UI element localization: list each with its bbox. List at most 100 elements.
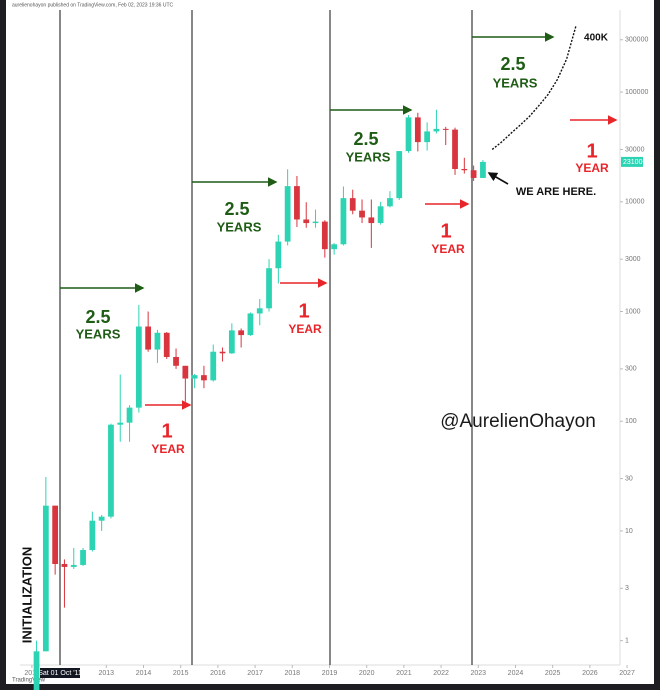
arrows (60, 32, 618, 410)
candle-body (275, 241, 282, 269)
y-tick-label: 1000 (625, 308, 641, 315)
candle-body (480, 161, 486, 178)
annotation: WE ARE HERE. (516, 186, 596, 198)
annotation: YEAR (431, 242, 465, 256)
candle-body (387, 198, 393, 207)
last-price-label: 23100 (623, 159, 643, 166)
candle-body (368, 217, 375, 224)
projection-line (491, 25, 577, 151)
candle-body (470, 170, 477, 178)
candle-body (126, 407, 133, 423)
candle-body (414, 117, 421, 143)
x-tick-label: 2020 (359, 670, 375, 677)
candle-body (219, 351, 226, 354)
annotation: 1 (440, 220, 451, 242)
candle-body (135, 326, 142, 408)
candle-body (340, 198, 347, 245)
candle-body (108, 424, 114, 517)
candle-body (294, 186, 300, 220)
x-tick-label: 2014 (136, 670, 152, 677)
candle-body (201, 375, 207, 381)
x-tick-label: 2021 (396, 670, 412, 677)
annotation: INITIALIZATION (19, 547, 34, 644)
annotation: 2.5 (353, 129, 378, 149)
candle-body (461, 169, 468, 171)
candle-body (266, 268, 272, 309)
y-tick-label: 300 (625, 366, 637, 373)
candle-body (154, 332, 161, 350)
annotation: YEAR (288, 322, 322, 336)
y-tick-label: 30 (625, 475, 633, 482)
candle-body (210, 351, 217, 381)
x-tick-label: 2025 (545, 670, 561, 677)
candle-body (331, 244, 338, 250)
candle-body (284, 186, 291, 242)
candle-body (89, 520, 96, 551)
annotation: YEARS (346, 149, 391, 164)
x-tick-label: 2013 (99, 670, 115, 677)
x-tick-label: 2024 (508, 670, 524, 677)
candle-body (377, 206, 384, 224)
y-tick-label: 10000 (625, 199, 645, 206)
candle-body (173, 356, 179, 366)
candle-body (405, 117, 412, 152)
candle-body (52, 505, 59, 564)
candle-body (145, 326, 152, 350)
annotation: 2.5 (85, 307, 110, 327)
x-tick-label: 2017 (247, 670, 263, 677)
x-tick-label: 2011 (24, 670, 39, 677)
annotation: YEARS (217, 219, 262, 234)
candle-body (98, 516, 105, 521)
x-tick-label: 2022 (433, 670, 449, 677)
candle-body (442, 128, 449, 130)
annotation: 400K (584, 33, 609, 44)
x-tick-label: 2026 (582, 670, 598, 677)
y-tick-label: 100 (625, 418, 637, 425)
annotation: 1 (161, 420, 172, 442)
candle-body (256, 308, 263, 314)
x-tick-label: 2019 (322, 670, 338, 677)
candle-body (433, 128, 440, 132)
crosshair-label: Sat 01 Oct '11 (38, 670, 82, 677)
last-price-bg (621, 156, 643, 167)
y-tick-label: 3 (625, 585, 629, 592)
candle-body (228, 330, 235, 354)
annotation: @AurelienOhayon (440, 411, 596, 432)
header: aurelienohayon published on TradingView.… (12, 2, 174, 8)
candle-body (61, 563, 68, 567)
y-tick-label: 300000 (625, 37, 648, 44)
x-tick-label: 2016 (210, 670, 226, 677)
candle-body (396, 151, 403, 199)
annotation: YEAR (151, 442, 185, 456)
cycle-lines (59, 10, 473, 665)
candle-body (163, 332, 170, 357)
candle-body (349, 198, 356, 211)
x-tick-label: 2015 (173, 670, 189, 677)
candle-body (452, 129, 458, 170)
x-tick-label: 2018 (284, 670, 300, 677)
candle-body (182, 365, 189, 379)
candle-body (117, 422, 124, 425)
annotation: YEARS (76, 326, 121, 341)
candle-body (424, 131, 431, 143)
y-tick-label: 10 (625, 528, 633, 535)
candle-body (42, 505, 49, 652)
y-tick-label: 30000 (625, 146, 645, 153)
annotation: YEAR (575, 161, 609, 175)
here-arrow (487, 172, 509, 185)
annotation: 2.5 (224, 199, 249, 219)
candle-body (247, 313, 254, 336)
candle-body (238, 330, 245, 336)
candle-body (321, 221, 328, 250)
y-tick-label: 1 (625, 638, 629, 645)
annotation: 2.5 (500, 54, 525, 74)
x-tick-label: 2027 (619, 670, 635, 677)
annotation: 1 (298, 300, 309, 322)
annotation: YEARS (493, 75, 538, 90)
candle-body (303, 219, 310, 224)
crosshair-label-bg (40, 668, 80, 678)
y-tick-label: 100000 (625, 89, 648, 96)
candle-body (80, 550, 86, 565)
